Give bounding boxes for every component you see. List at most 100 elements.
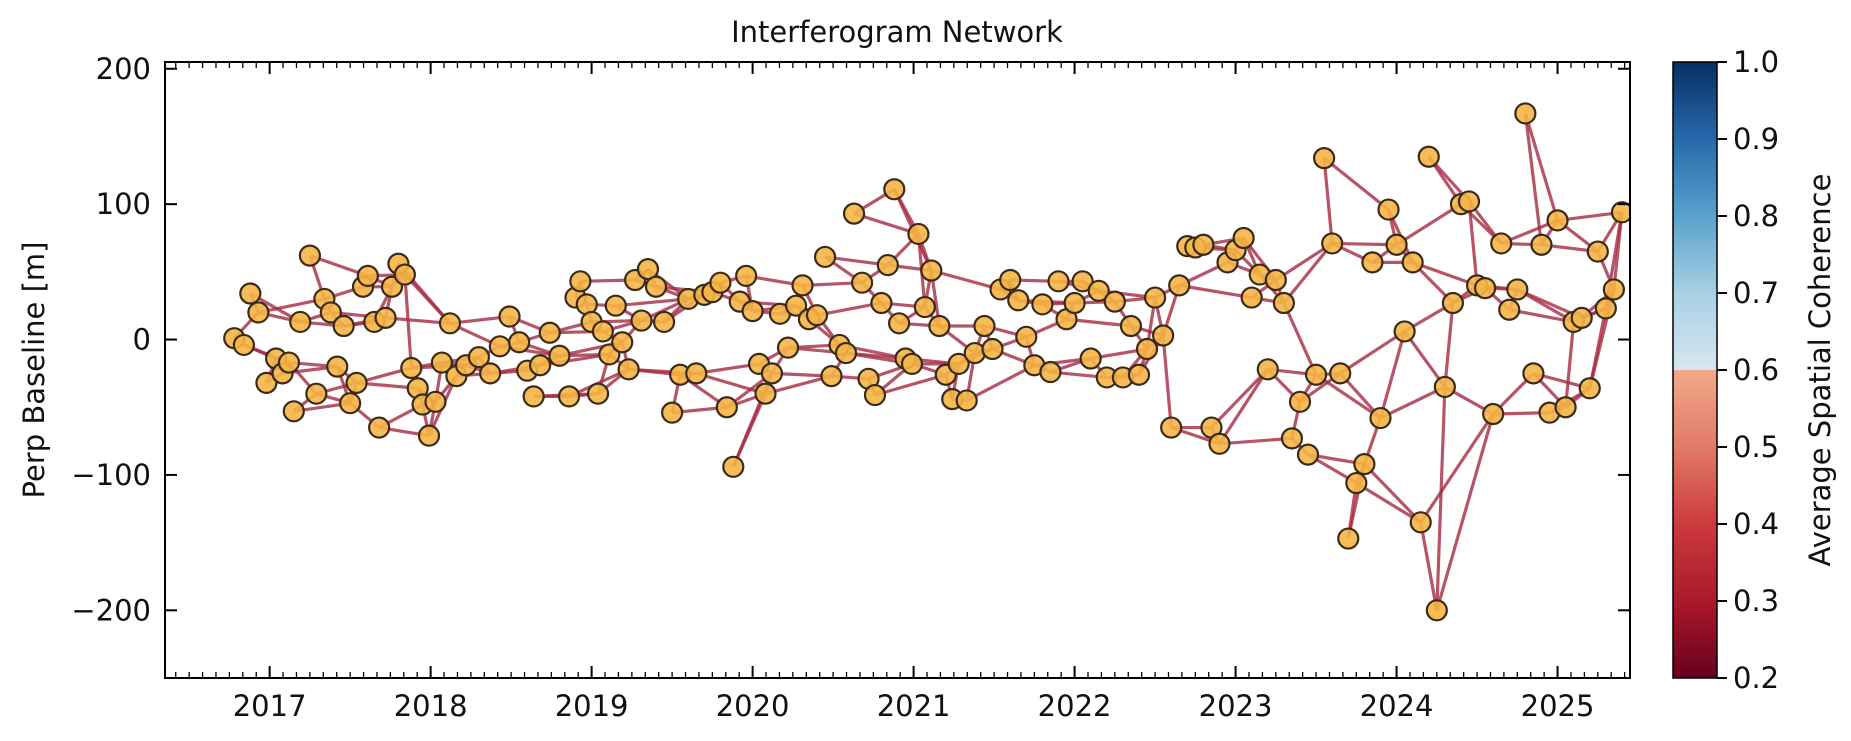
acquisition-point [1304, 363, 1328, 386]
interferogram-edge [1419, 522, 1439, 611]
acquisition-point [239, 282, 262, 305]
x-tick-label: 2025 [1521, 689, 1595, 723]
acquisition-point [1385, 233, 1408, 256]
interferogram-edge [1161, 335, 1173, 428]
x-axis-ticks: 2017 2018 2019 2020 2021 2022 2023 2024 2025 [175, 62, 1626, 723]
acquisition-point [1143, 286, 1167, 309]
acquisition-point [282, 400, 305, 423]
y-tick-label: −100 [71, 458, 151, 492]
interferogram-edge [1323, 156, 1390, 211]
interferogram-edge [1315, 373, 1382, 420]
acquisition-point [1578, 377, 1601, 400]
interferogram-edge [1523, 112, 1560, 221]
acquisition-point [913, 295, 936, 319]
acquisition-point [1337, 527, 1360, 550]
acquisition-point [1232, 226, 1255, 250]
colorbar-ticks: 0.2 0.3 0.4 0.5 0.6 0.7 0.8 0.9 1.0 [1717, 45, 1779, 695]
acquisition-point [907, 222, 930, 246]
acquisition-point [1417, 145, 1440, 168]
acquisition-point [1530, 233, 1553, 256]
interferogram-edge [403, 274, 413, 369]
acquisition-point [1554, 396, 1577, 419]
interferogram-edge [1435, 386, 1447, 611]
acquisition-point [522, 385, 545, 408]
x-tick-label: 2018 [394, 689, 468, 723]
x-tick-label: 2022 [1038, 689, 1112, 723]
acquisition-point [1280, 427, 1304, 450]
acquisition-point [741, 300, 764, 323]
acquisition-point [232, 333, 255, 357]
acquisition-point [1079, 347, 1102, 370]
acquisition-point [255, 371, 278, 394]
interferogram-edge [930, 268, 1001, 291]
y-tick-label: 0 [133, 323, 151, 357]
acquisition-point [393, 263, 416, 286]
chart-title: Interferogram Network [731, 15, 1063, 49]
acquisition-point [842, 202, 866, 225]
acquisition-point [981, 337, 1004, 361]
acquisition-point [1296, 443, 1320, 466]
interferogram-edge [258, 297, 325, 315]
x-tick-label: 2021 [877, 689, 951, 723]
colorbar-tick-label: 0.2 [1733, 661, 1779, 695]
acquisition-point [1192, 233, 1215, 256]
acquisition-point [1602, 278, 1626, 301]
acquisition-point [498, 305, 521, 328]
acquisition-point [424, 390, 447, 413]
acquisition-point [417, 424, 441, 447]
acquisition-point [1208, 432, 1231, 455]
acquisition-point [722, 455, 745, 478]
acquisition-point [1063, 291, 1086, 315]
acquisition-point [1409, 511, 1432, 534]
acquisition-point [548, 344, 571, 367]
acquisition-point [339, 392, 362, 415]
acquisition-point [1039, 360, 1062, 384]
acquisition-point [247, 301, 270, 324]
colorbar-tick-label: 0.7 [1733, 276, 1779, 310]
acquisition-point [820, 364, 843, 388]
x-tick-label: 2023 [1199, 689, 1273, 723]
interferogram-edge [1218, 368, 1270, 445]
acquisition-point [1160, 416, 1183, 439]
acquisition-point [356, 264, 379, 288]
acquisition-point [1031, 293, 1054, 316]
acquisition-point [760, 362, 784, 385]
acquisition-point [1377, 198, 1400, 221]
acquisition-points [223, 102, 1630, 622]
acquisition-point [1152, 324, 1175, 347]
acquisition-point [928, 314, 951, 338]
y-axis-label: Perp Baseline [m] [17, 242, 51, 499]
acquisition-point [1594, 297, 1617, 320]
acquisition-point [529, 354, 552, 377]
interferogram-edge [1339, 330, 1406, 375]
acquisition-point [289, 310, 312, 334]
acquisition-point [1482, 402, 1505, 426]
acquisition-point [955, 389, 978, 412]
interferogram-edge [1178, 283, 1252, 300]
acquisition-point [1313, 147, 1336, 170]
interferogram-edge [1379, 385, 1446, 420]
interferogram-edge [615, 297, 689, 308]
acquisition-point [1007, 289, 1030, 312]
acquisition-point [277, 351, 301, 374]
y-axis-ticks: −200 −100 0 100 200 [71, 52, 1630, 627]
interferogram-edge [1282, 242, 1334, 304]
acquisition-point [973, 314, 996, 338]
acquisition-point [685, 362, 708, 385]
interferogram-edge [1219, 436, 1293, 446]
acquisition-point [332, 314, 355, 338]
acquisition-point [947, 352, 970, 376]
acquisition-point [920, 259, 943, 282]
acquisition-point [1256, 358, 1279, 381]
acquisition-point [1047, 270, 1070, 293]
acquisition-point [345, 371, 368, 394]
acquisition-point [374, 306, 397, 329]
acquisition-point [326, 355, 349, 378]
acquisition-point [569, 270, 592, 293]
acquisition-point [1457, 190, 1481, 213]
acquisition-point [963, 341, 986, 365]
acquisition-point [1393, 320, 1416, 343]
acquisition-point [617, 358, 640, 381]
interferogram-edge [1564, 321, 1576, 408]
